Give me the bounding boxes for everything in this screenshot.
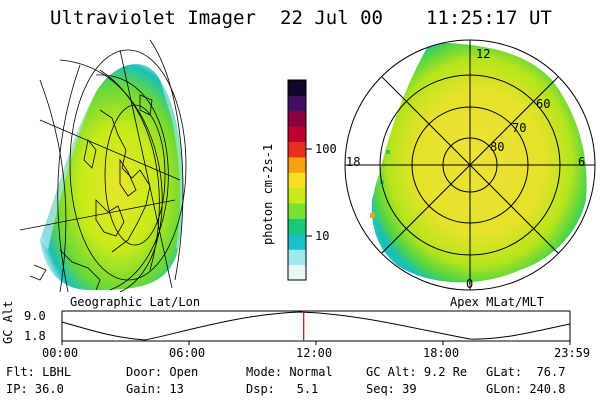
colorbar-segment	[288, 233, 306, 250]
door-readout: Door: Open	[126, 365, 199, 379]
gain-readout: Gain: 13	[126, 382, 184, 396]
colorbar-segment	[288, 126, 306, 143]
mlat-label-60: 60	[536, 97, 551, 111]
seq-readout: Seq: 39	[366, 382, 417, 396]
altitude-xtick-4: 23:59	[554, 346, 591, 360]
colorbar-tick-10: 10	[315, 229, 330, 243]
glon-value: 240.8	[529, 382, 566, 396]
geographic-caption: Geographic Lat/Lon	[70, 295, 201, 309]
seq-value: 39	[402, 382, 417, 396]
gc-alt-value: 9.2 Re	[423, 365, 468, 379]
colorbar-segment	[288, 110, 306, 127]
mlat-label-70: 70	[512, 121, 527, 135]
colorbar-segment	[288, 156, 306, 173]
colorbar-segment	[288, 264, 306, 281]
altitude-curve	[61, 311, 571, 341]
altitude-xtick-3: 18:00	[423, 346, 460, 360]
mode-readout: Mode: Normal	[246, 365, 333, 379]
glon-readout: GLon: 240.8	[486, 382, 566, 396]
colorbar-segment	[288, 95, 306, 112]
gain-value: 13	[169, 382, 184, 396]
polar-caption: Apex MLat/MLT	[450, 295, 544, 309]
colorbar-segment	[288, 187, 306, 204]
dsp-readout: Dsp: 5.1	[246, 382, 319, 396]
geo-grid	[19, 39, 187, 292]
mlt-label-18: 18	[346, 155, 361, 169]
altitude-plot	[61, 310, 571, 345]
mlt-label-12: 12	[476, 47, 491, 61]
colorbar-segment	[288, 249, 306, 266]
ip-value: 36.0	[34, 382, 64, 396]
mode-value: Normal	[289, 365, 333, 379]
filter-readout: Flt: LBHL	[6, 365, 72, 379]
altitude-ytick-max: 9.0	[24, 309, 46, 323]
polar-grid	[344, 39, 596, 291]
filter-value: LBHL	[42, 365, 72, 379]
door-value: Open	[169, 365, 199, 379]
colorbar-tick-100: 100	[315, 142, 337, 156]
altitude-ylabel: GC Alt	[1, 300, 15, 344]
mlt-label-0: 0	[466, 277, 474, 291]
altitude-xtick-0: 00:00	[42, 346, 79, 360]
geographic-image	[19, 39, 187, 292]
geo-emission-region	[40, 64, 184, 290]
gc-alt-readout: GC Alt: 9.2 Re	[366, 365, 468, 379]
colorbar-segment	[288, 203, 306, 219]
altitude-ytick-min: 1.8	[24, 329, 46, 343]
mlt-label-6: 6	[578, 155, 586, 169]
coastline-map	[29, 94, 153, 291]
glat-readout: GLat: 76.7	[486, 365, 566, 379]
altitude-xtick-2: 12:00	[296, 346, 333, 360]
instrument-title: Ultraviolet Imager	[50, 7, 256, 29]
dsp-value: 5.1	[296, 382, 319, 396]
glat-value: 76.7	[536, 365, 566, 379]
colorbar-segment	[288, 172, 306, 189]
observation-time: 11:25:17 UT	[426, 7, 552, 29]
colorbar-segment	[288, 141, 306, 158]
observation-date: 22 Jul 00	[280, 7, 383, 29]
polar-image	[344, 39, 596, 291]
mlat-label-80: 80	[490, 140, 505, 154]
altitude-xtick-1: 06:00	[169, 346, 206, 360]
colorbar-unit-label: photon cm-2s-1	[261, 143, 275, 245]
colorbar	[288, 80, 306, 281]
colorbar-segment	[288, 80, 306, 96]
colorbar-segment	[288, 218, 306, 235]
ip-readout: IP: 36.0	[6, 382, 64, 396]
